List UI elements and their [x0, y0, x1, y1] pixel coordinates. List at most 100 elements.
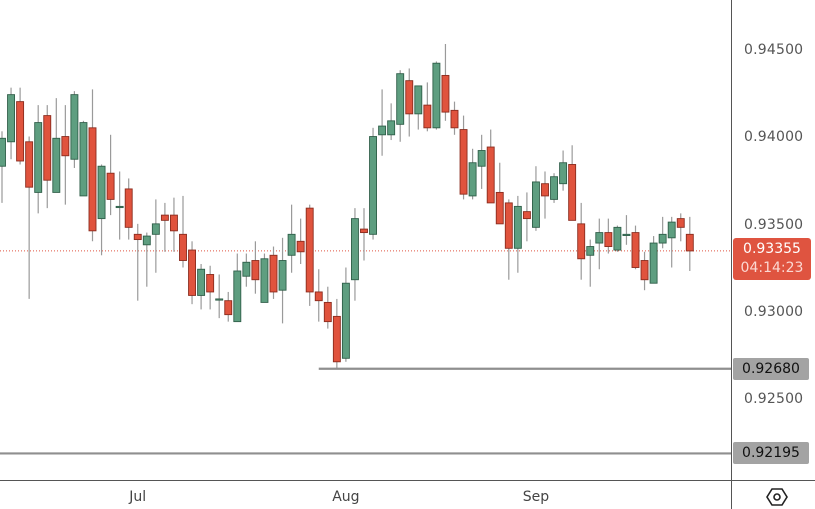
candle[interactable] — [405, 68, 414, 137]
candle[interactable] — [622, 215, 631, 245]
candle[interactable] — [133, 223, 142, 301]
candle[interactable] — [43, 105, 52, 209]
candle[interactable] — [658, 216, 667, 249]
candle[interactable] — [224, 291, 233, 322]
candle[interactable] — [559, 150, 568, 191]
candle[interactable] — [197, 264, 206, 310]
candle[interactable] — [97, 164, 106, 256]
candle[interactable] — [387, 103, 396, 141]
candle[interactable] — [242, 253, 251, 287]
candle[interactable] — [16, 87, 25, 165]
candle[interactable] — [414, 85, 423, 130]
candle[interactable] — [88, 89, 97, 242]
candle[interactable] — [550, 173, 558, 203]
candle[interactable] — [260, 253, 269, 303]
candle[interactable] — [179, 195, 187, 268]
candle[interactable] — [441, 44, 450, 121]
candle-body-down — [640, 260, 649, 281]
candle-body-down — [685, 233, 694, 252]
candle[interactable] — [360, 208, 368, 261]
candle-body-up — [341, 282, 350, 359]
candle[interactable] — [25, 136, 34, 299]
candle-body-down — [360, 228, 368, 234]
candle[interactable] — [532, 166, 540, 231]
candle[interactable] — [142, 232, 151, 287]
candle-body-up — [70, 94, 79, 160]
candle[interactable] — [215, 274, 224, 319]
candle[interactable] — [586, 239, 595, 287]
candle[interactable] — [604, 218, 613, 254]
candle[interactable] — [52, 98, 61, 193]
candle[interactable] — [251, 241, 260, 294]
candle[interactable] — [278, 237, 287, 324]
level-label-0.92195: 0.92195 — [733, 442, 809, 465]
candle[interactable] — [287, 204, 296, 273]
candle[interactable] — [522, 192, 531, 242]
candle[interactable] — [568, 145, 577, 221]
time-tick-label: Sep — [522, 489, 550, 505]
candle[interactable] — [296, 218, 305, 265]
candle-body-up — [595, 232, 604, 244]
candle[interactable] — [486, 129, 495, 204]
candle[interactable] — [649, 236, 658, 284]
candle[interactable] — [396, 70, 405, 142]
candle[interactable] — [378, 89, 387, 156]
candle[interactable] — [613, 225, 622, 252]
candle[interactable] — [676, 213, 685, 242]
candle[interactable] — [504, 199, 513, 280]
candle-body-up — [242, 261, 251, 277]
candle-body-up — [0, 137, 6, 167]
candle[interactable] — [640, 251, 649, 291]
last-price-value: 0.93355 — [743, 241, 801, 257]
candle[interactable] — [305, 204, 314, 306]
candle-body-down — [423, 104, 432, 129]
candle[interactable] — [233, 253, 242, 323]
candle-body-up — [142, 235, 151, 246]
candle[interactable] — [115, 171, 124, 240]
candle[interactable] — [369, 127, 377, 240]
candle[interactable] — [631, 225, 640, 270]
candle-body-down — [133, 233, 142, 241]
candle[interactable] — [61, 105, 70, 205]
candle-body-up — [468, 162, 477, 197]
candle-body-up — [233, 270, 242, 323]
candle[interactable] — [79, 120, 88, 197]
candle[interactable] — [595, 218, 604, 270]
candle[interactable] — [188, 241, 197, 305]
candle[interactable] — [341, 267, 350, 362]
candle[interactable] — [0, 131, 6, 203]
candle[interactable] — [477, 134, 486, 189]
candle-body-down — [568, 164, 577, 221]
candle[interactable] — [34, 105, 43, 214]
candle-body-down — [405, 80, 414, 115]
candle[interactable] — [450, 101, 459, 135]
candle[interactable] — [423, 82, 432, 132]
candle[interactable] — [151, 199, 160, 273]
candle[interactable] — [495, 162, 504, 225]
candle[interactable] — [106, 134, 115, 216]
candle[interactable] — [332, 298, 341, 369]
candle[interactable] — [667, 216, 676, 268]
candle[interactable] — [269, 246, 278, 299]
candle[interactable] — [577, 202, 586, 280]
candle[interactable] — [468, 148, 477, 200]
candle[interactable] — [70, 91, 79, 168]
candle[interactable] — [513, 195, 522, 273]
candle-body-down — [269, 254, 278, 293]
settings-hexagon-icon[interactable] — [766, 487, 788, 507]
candle[interactable] — [351, 208, 359, 301]
candle[interactable] — [685, 216, 694, 271]
candle[interactable] — [541, 171, 549, 219]
candle[interactable] — [7, 87, 16, 160]
candle[interactable] — [124, 178, 133, 240]
candle-body-down — [188, 249, 197, 296]
candle-body-down — [504, 202, 513, 249]
candle[interactable] — [314, 269, 323, 322]
candle[interactable] — [459, 115, 468, 200]
candle[interactable] — [206, 265, 215, 310]
candle[interactable] — [432, 61, 441, 130]
candle[interactable] — [323, 286, 332, 329]
candle[interactable] — [160, 202, 169, 252]
candle[interactable] — [169, 197, 178, 252]
